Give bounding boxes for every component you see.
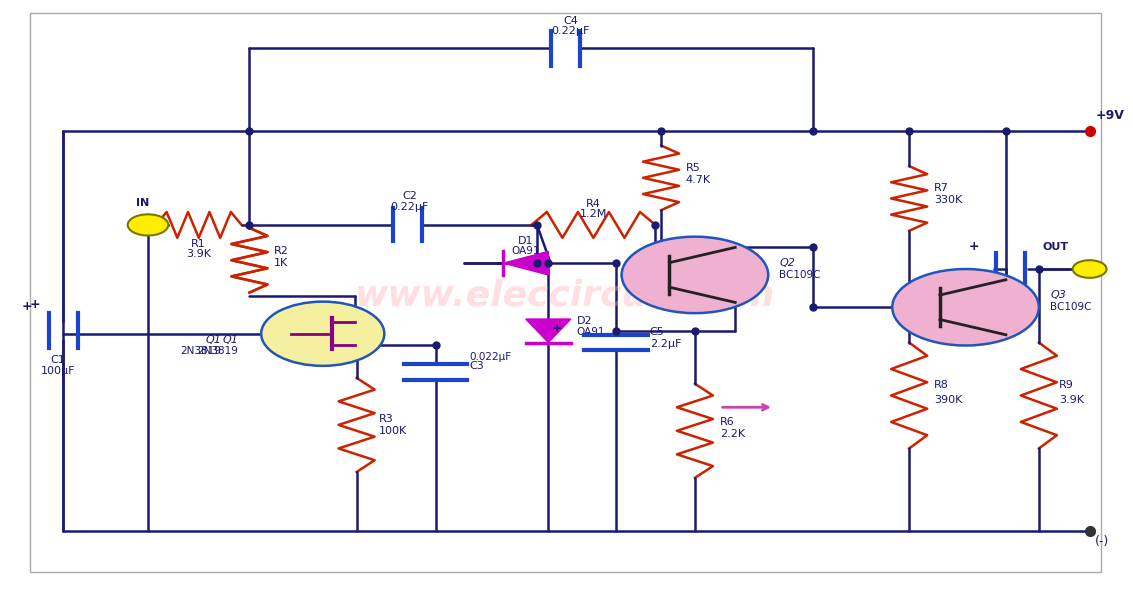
Text: 1.2M: 1.2M (580, 209, 607, 219)
Text: +9V: +9V (1096, 109, 1124, 122)
Text: Q3: Q3 (1050, 290, 1066, 300)
Text: C2: C2 (402, 191, 417, 201)
Text: R4: R4 (586, 199, 600, 209)
Text: R1: R1 (191, 239, 206, 249)
Text: 0.022μF: 0.022μF (469, 352, 511, 362)
Text: 10μF: 10μF (997, 299, 1024, 309)
Text: BC109C: BC109C (1050, 302, 1091, 312)
Text: (-): (-) (1096, 535, 1109, 548)
Text: 100K: 100K (380, 426, 408, 436)
Text: OA91: OA91 (577, 327, 605, 337)
Text: 330K: 330K (934, 195, 962, 205)
Text: R9: R9 (1059, 381, 1074, 391)
Text: Q1: Q1 (205, 335, 221, 345)
Text: www.eleccircuit.com: www.eleccircuit.com (355, 278, 775, 313)
Text: R7: R7 (934, 183, 948, 193)
Text: D1: D1 (518, 236, 534, 246)
Text: IN: IN (136, 197, 148, 207)
Circle shape (128, 215, 169, 235)
Text: C3: C3 (469, 361, 484, 371)
Text: C4: C4 (563, 16, 578, 26)
Text: 2.2μF: 2.2μF (650, 339, 681, 349)
Text: 2N3819: 2N3819 (197, 346, 238, 356)
Ellipse shape (262, 301, 384, 366)
Text: +: + (552, 322, 562, 335)
Text: C5: C5 (650, 327, 665, 337)
Text: R8: R8 (934, 381, 948, 391)
Text: +: + (29, 298, 41, 311)
Text: C6: C6 (1004, 289, 1019, 299)
Text: 0.22μF: 0.22μF (391, 202, 428, 212)
Polygon shape (526, 319, 571, 343)
Text: +: + (22, 300, 32, 313)
Text: 3.9K: 3.9K (186, 249, 211, 259)
Text: R2: R2 (274, 246, 289, 256)
Text: 100μF: 100μF (41, 366, 75, 376)
Text: 4.7K: 4.7K (685, 174, 712, 184)
Text: Q1: Q1 (222, 335, 238, 345)
Text: R3: R3 (380, 414, 394, 424)
Text: R6: R6 (719, 417, 734, 427)
Text: BC109C: BC109C (780, 270, 821, 280)
Text: Q2: Q2 (780, 258, 795, 268)
Text: 0.22μF: 0.22μF (552, 26, 590, 35)
Polygon shape (503, 251, 548, 275)
Text: 2.2K: 2.2K (719, 428, 744, 439)
Text: C1: C1 (50, 355, 66, 365)
Text: 1K: 1K (274, 258, 289, 268)
Text: 390K: 390K (934, 395, 962, 405)
Text: OUT: OUT (1042, 242, 1068, 252)
Text: 3.9K: 3.9K (1059, 395, 1084, 405)
Text: D2: D2 (577, 316, 593, 326)
Text: +: + (969, 239, 979, 252)
Text: 2N3819: 2N3819 (180, 346, 221, 356)
Circle shape (1073, 260, 1107, 278)
Text: OA91: OA91 (511, 246, 540, 256)
Ellipse shape (893, 269, 1039, 346)
Text: R5: R5 (685, 163, 700, 173)
Ellipse shape (622, 236, 768, 313)
